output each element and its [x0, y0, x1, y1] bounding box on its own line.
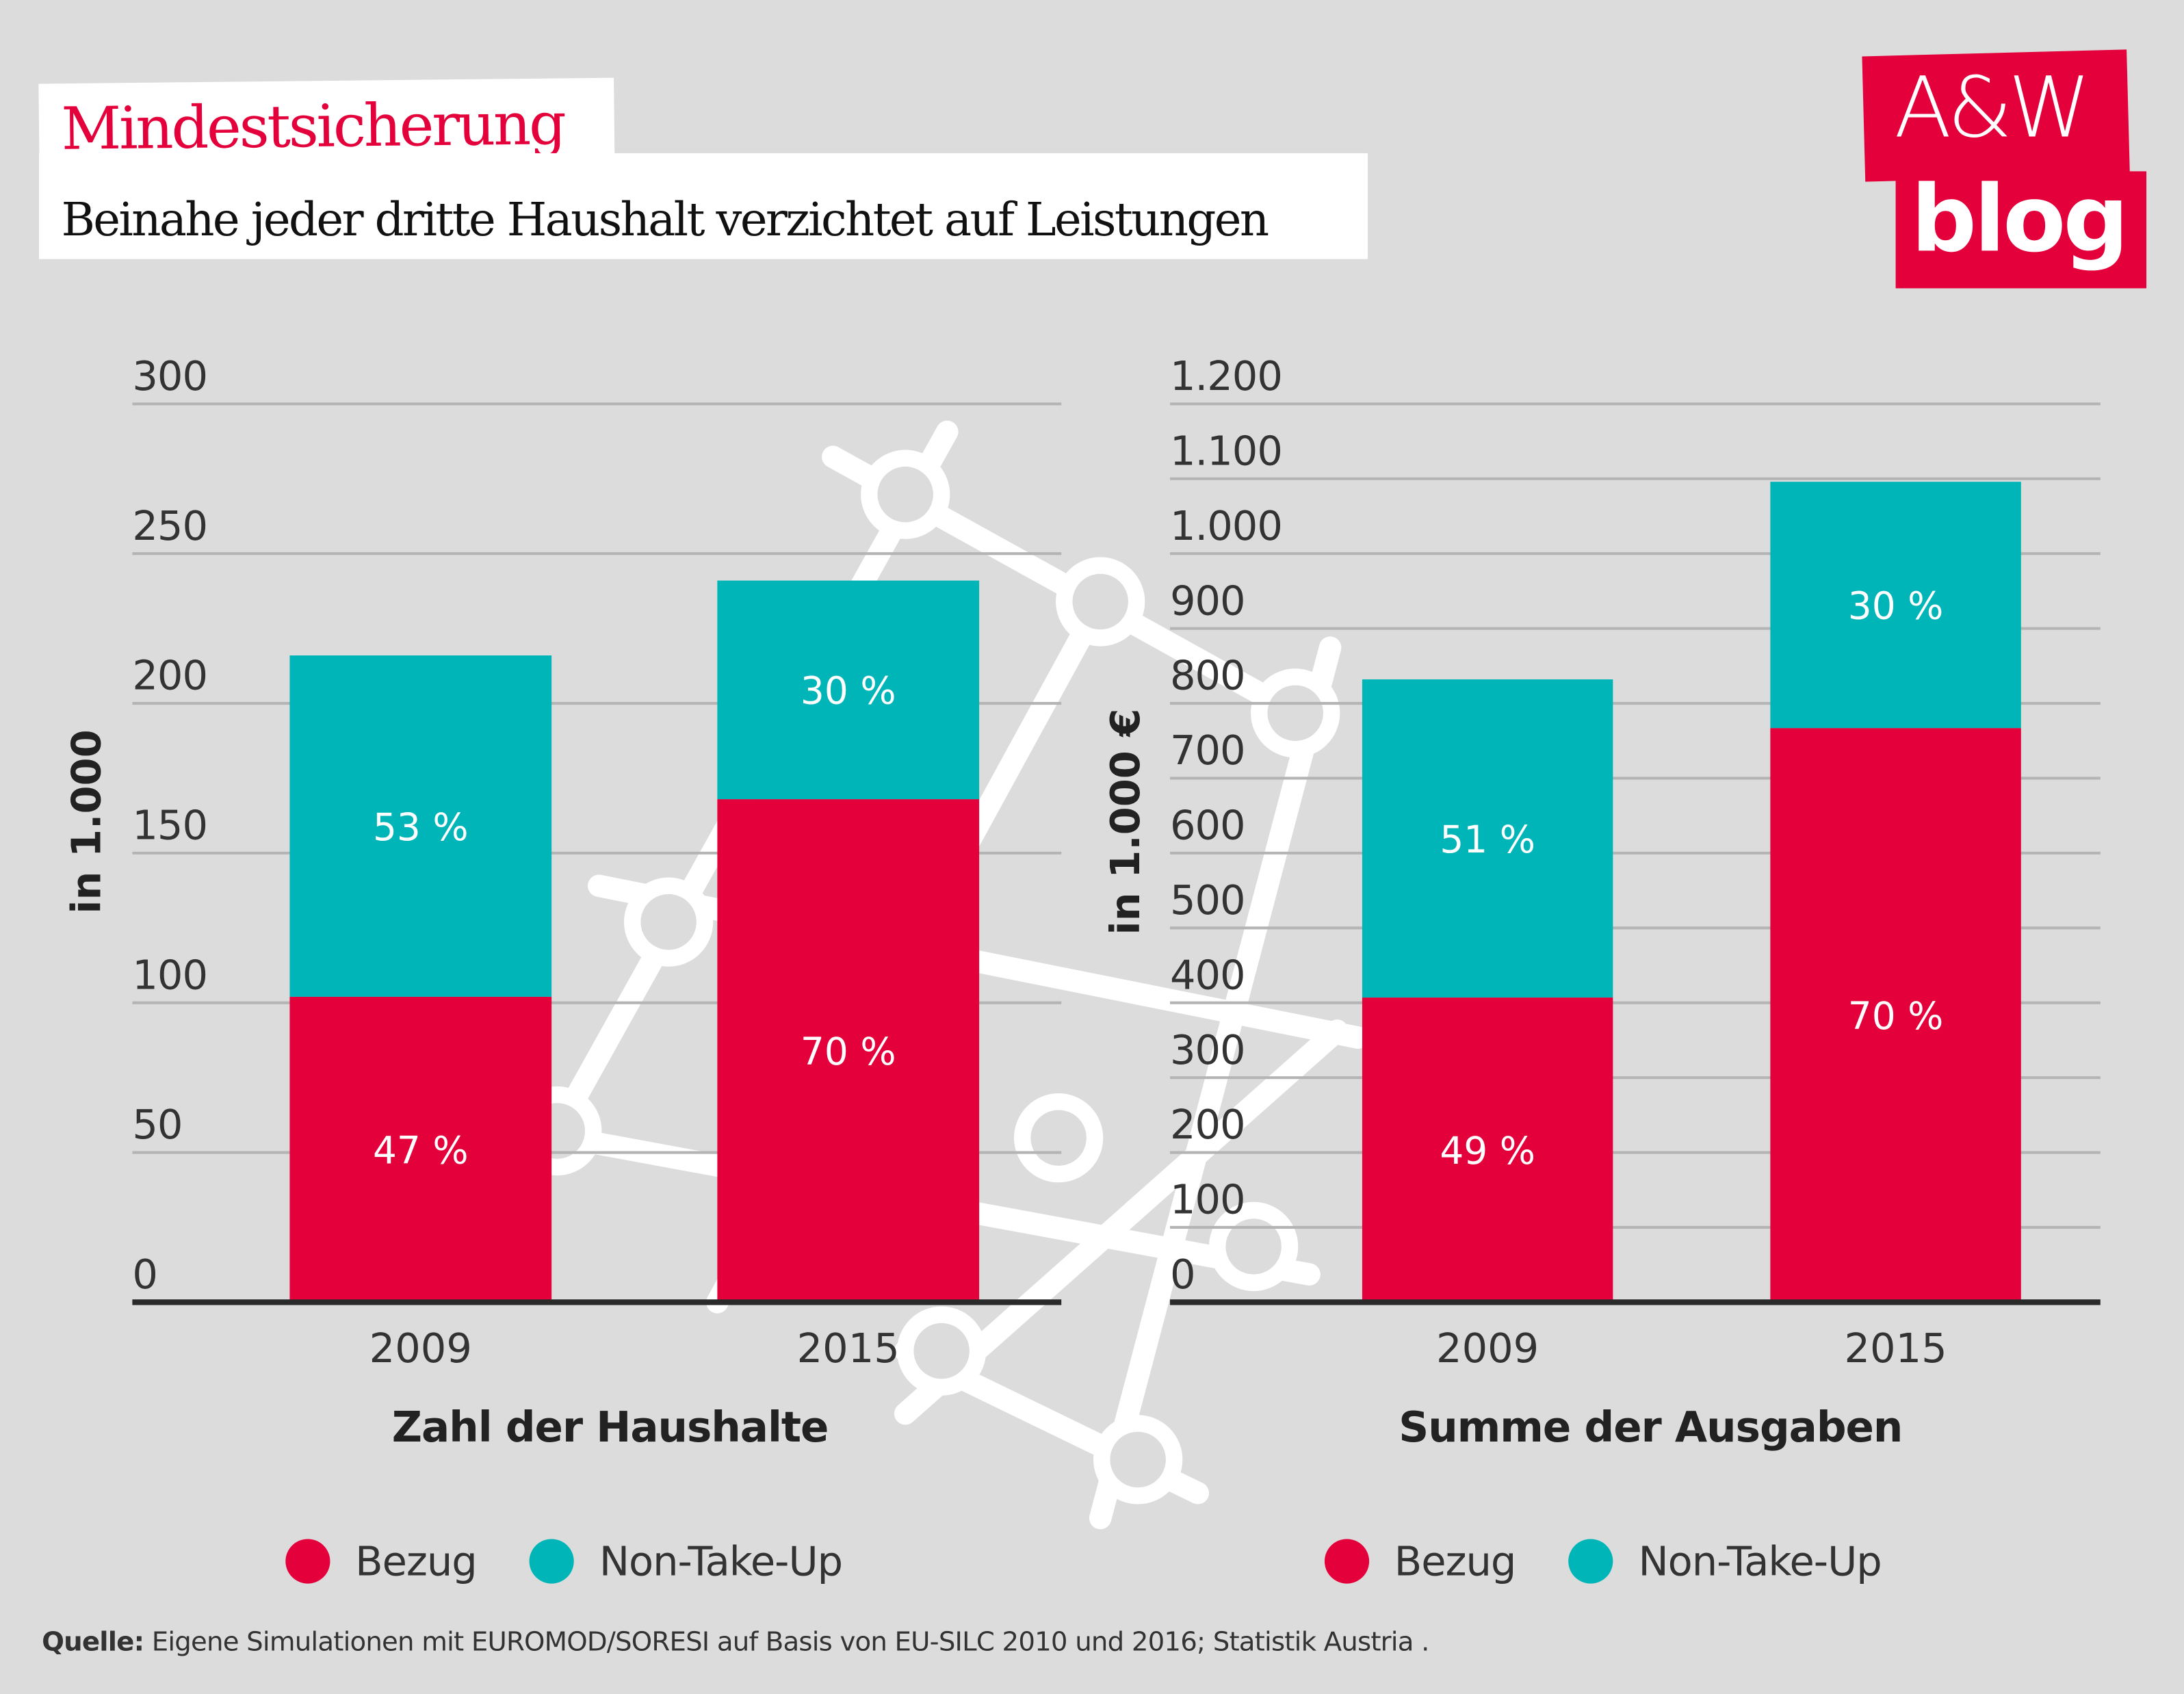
y-tick-label: 250 — [132, 502, 207, 549]
bar-segment-non-take-up — [1362, 679, 1613, 998]
y-tick-label: 700 — [1170, 727, 1245, 774]
y-tick-label: 300 — [132, 352, 207, 400]
legend-item-bezug: Bezug — [285, 1537, 478, 1585]
bar-segment-non-take-up — [1770, 482, 2021, 729]
y-tick-label: 100 — [1170, 1176, 1245, 1223]
x-tick-label: 2015 — [797, 1325, 900, 1372]
data-label: 49 % — [1440, 1129, 1535, 1173]
bar-segment-bezug — [1770, 728, 2021, 1303]
y-tick-label: 1.100 — [1170, 427, 1282, 474]
legend-label: Non-Take-Up — [1638, 1537, 1882, 1585]
data-label: 30 % — [1848, 584, 1944, 627]
legend-label: Bezug — [1394, 1537, 1517, 1585]
legend-item-non-take-up: Non-Take-Up — [1568, 1537, 1882, 1585]
logo-text-aw: A&W — [1894, 60, 2091, 158]
data-label: 53 % — [373, 805, 469, 849]
y-tick-label: 200 — [132, 652, 207, 699]
source-note: Quelle: Eigene Simulationen mit EUROMOD/… — [42, 1627, 1429, 1658]
data-label: 70 % — [801, 1030, 896, 1073]
headline-title: Beinahe jeder dritte Haushalt verzichtet… — [61, 192, 1270, 247]
data-label: 30 % — [801, 669, 896, 713]
y-axis-title: in 1.000 € — [1102, 709, 1149, 935]
y-tick-label: 150 — [132, 802, 207, 849]
y-tick-label: 600 — [1170, 802, 1245, 849]
legend-dot-non-take-up — [530, 1539, 575, 1584]
x-tick-label: 2009 — [369, 1325, 472, 1372]
data-label: 51 % — [1440, 818, 1535, 861]
aw-blog-logo: A&W blog — [1858, 46, 2147, 296]
chart-title: Zahl der Haushalte — [392, 1403, 829, 1452]
y-tick-label: 0 — [132, 1251, 157, 1298]
x-tick-label: 2015 — [1844, 1325, 1947, 1372]
y-tick-label: 500 — [1170, 876, 1245, 924]
legend-item-non-take-up: Non-Take-Up — [530, 1537, 843, 1585]
bar-segment-bezug — [1362, 998, 1613, 1303]
source-text: Eigene Simulationen mit EUROMOD/SORESI a… — [144, 1626, 1430, 1658]
y-tick-label: 1.200 — [1170, 352, 1282, 400]
legend-dot-non-take-up — [1568, 1539, 1613, 1584]
data-label: 70 % — [1848, 994, 1944, 1038]
y-tick-label: 200 — [1170, 1101, 1245, 1148]
bar-segment-bezug — [289, 996, 552, 1303]
y-tick-label: 100 — [132, 951, 207, 998]
y-tick-label: 50 — [132, 1101, 182, 1148]
legend-dot-bezug — [1324, 1539, 1370, 1584]
legend-item-bezug: Bezug — [1324, 1537, 1517, 1585]
y-tick-label: 400 — [1170, 951, 1245, 998]
data-label: 47 % — [373, 1129, 469, 1173]
y-tick-label: 900 — [1170, 577, 1245, 624]
legend-left: Bezug Non-Take-Up — [285, 1537, 895, 1585]
logo-text-blog: blog — [1910, 166, 2129, 273]
x-tick-label: 2009 — [1436, 1325, 1539, 1372]
bar-segment-bezug — [717, 799, 980, 1303]
source-label: Quelle: — [42, 1626, 144, 1658]
legend-dot-bezug — [285, 1539, 330, 1584]
y-tick-label: 1.000 — [1170, 502, 1282, 549]
bar-segment-non-take-up — [717, 580, 980, 800]
bar-segment-non-take-up — [289, 655, 552, 997]
y-tick-label: 0 — [1170, 1251, 1195, 1298]
y-tick-label: 800 — [1170, 652, 1245, 699]
legend-right: Bezug Non-Take-Up — [1324, 1537, 1934, 1585]
legend-label: Non-Take-Up — [599, 1537, 843, 1585]
y-axis-title: in 1.000 — [63, 729, 110, 913]
chart-title: Summe der Ausgaben — [1399, 1403, 1902, 1452]
y-tick-label: 300 — [1170, 1026, 1245, 1073]
headline-box: Beinahe jeder dritte Haushalt verzichtet… — [38, 153, 1368, 259]
legend-label: Bezug — [355, 1537, 478, 1585]
